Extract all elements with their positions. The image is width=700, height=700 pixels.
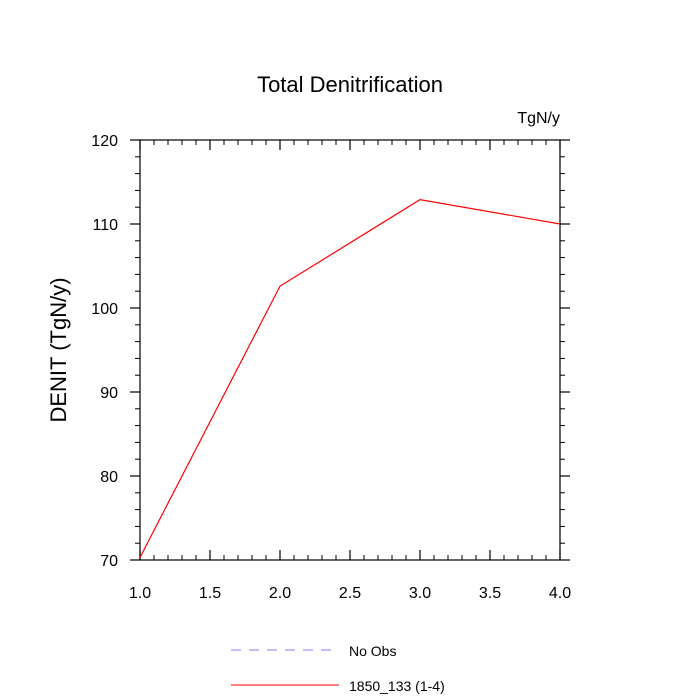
chart-title: Total Denitrification (257, 72, 443, 97)
y-tick-label: 120 (91, 133, 118, 150)
x-tick-label: 1.5 (199, 585, 221, 602)
x-tick-label: 2.5 (339, 585, 361, 602)
series-group (139, 199, 561, 558)
y-tick-label: 90 (100, 385, 118, 402)
legend: No Obs 1850_133 (1-4) (231, 643, 445, 694)
y-tick-label: 100 (91, 301, 118, 318)
x-tick-label: 4.0 (549, 585, 571, 602)
legend-label-1: 1850_133 (1-4) (349, 678, 445, 694)
y-axis-label: DENIT (TgN/y) (46, 277, 71, 422)
x-tick-label: 3.0 (409, 585, 431, 602)
y-tick-label: 110 (92, 217, 118, 234)
series-line-1 (139, 199, 561, 558)
x-tick-label: 1.0 (129, 585, 151, 602)
axis-ticks (130, 139, 570, 561)
plot-frame (139, 139, 561, 561)
y-tick-label: 80 (100, 469, 118, 486)
x-tick-label: 2.0 (269, 585, 291, 602)
legend-label-0: No Obs (349, 643, 396, 659)
x-tick-label: 3.5 (479, 585, 501, 602)
tick-labels: 1.0 1.5 2.0 2.5 3.0 3.5 4.0 70 80 90 100 110 120 (91, 133, 571, 602)
units-label: TgN/y (517, 110, 560, 127)
y-tick-label: 70 (100, 553, 118, 570)
